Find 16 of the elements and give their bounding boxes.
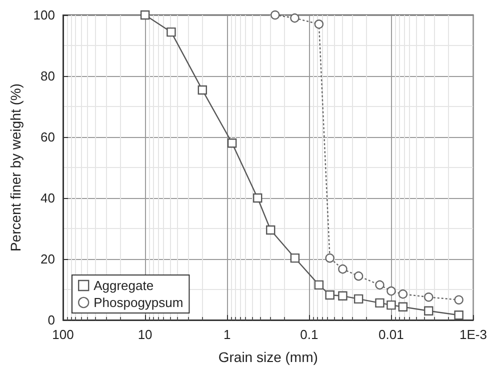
x-tick-label: 0.1 [300,327,318,342]
x-axis-title: Grain size (mm) [218,349,318,365]
x-tick-label: 100 [52,327,74,342]
x-tick-label: 1 [223,327,231,342]
y-tick-label: 20 [40,252,55,266]
x-tick-label: 10 [138,327,152,342]
y-tick-label: 40 [40,190,55,206]
y-tick-label: 0 [48,312,55,328]
x-tick-label: 0.01 [378,327,404,342]
legend-label: Phospogypsum [94,295,184,310]
y-tick-label: 100 [33,8,55,22]
x-tick-label: 1E-3 [460,327,488,342]
y-axis-title: Percent finer by weight (%) [7,83,24,252]
legend-label: Aggregate [94,278,154,293]
y-tick-label: 80 [40,68,55,84]
y-tick-label: 60 [40,130,55,144]
